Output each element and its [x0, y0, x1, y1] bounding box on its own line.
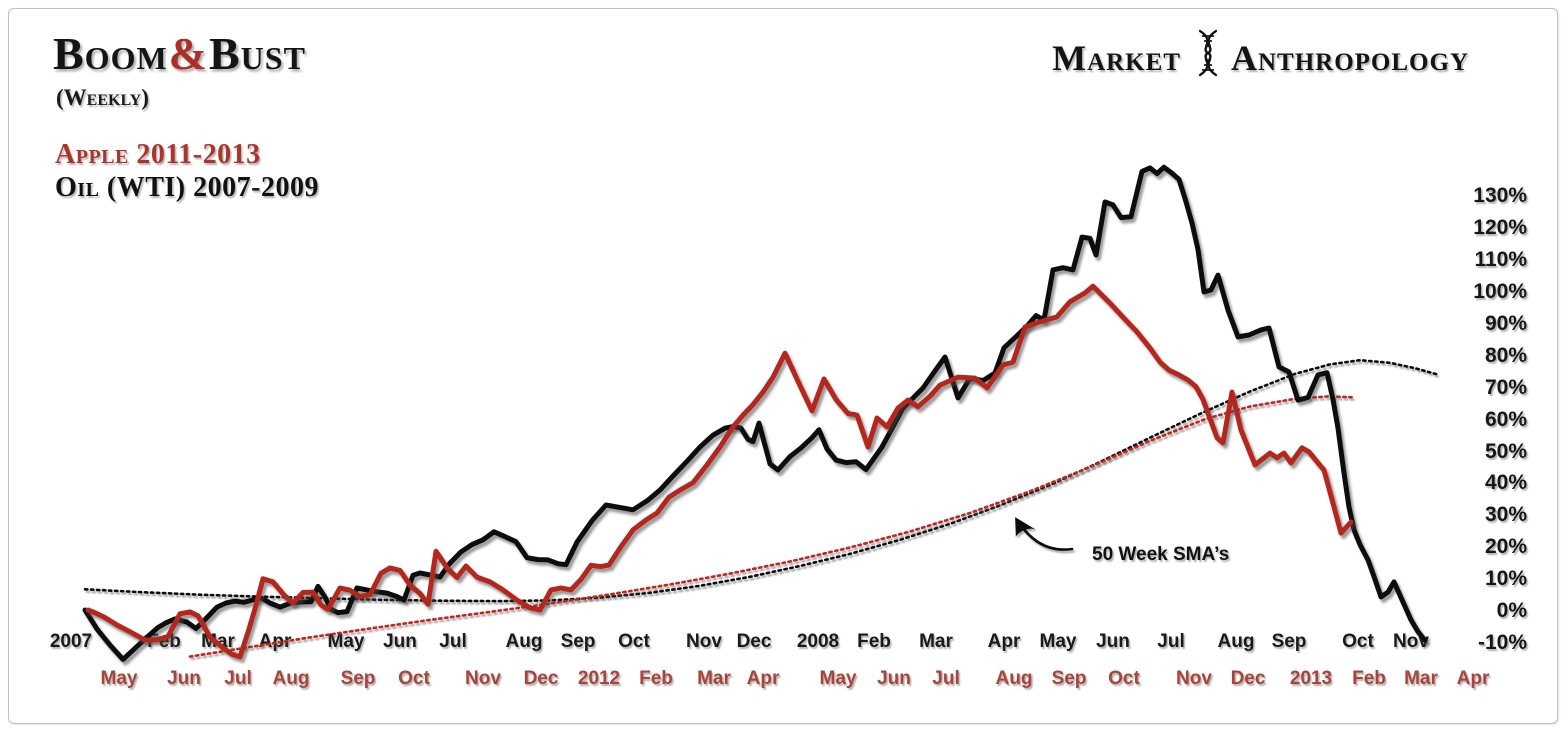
- x-axis-label-oil: Nov: [686, 631, 722, 652]
- logo-word-anthropology: Anthropology: [1230, 37, 1469, 78]
- y-axis-label: 130%: [1473, 184, 1527, 208]
- x-axis-label-apple: Dec: [1230, 668, 1266, 689]
- x-axis-label-oil: May: [1039, 631, 1077, 652]
- title-ampersand: &: [168, 28, 208, 79]
- x-axis-label-apple: Oct: [398, 668, 430, 689]
- x-axis-label-apple: Mar: [697, 668, 731, 689]
- x-axis-label-apple: Sep: [340, 668, 376, 689]
- x-axis-label-apple: Aug: [995, 668, 1033, 689]
- x-axis-label-oil: Jun: [1096, 631, 1130, 652]
- y-axis-label: 100%: [1473, 280, 1527, 303]
- y-axis-label: 70%: [1484, 375, 1527, 399]
- logo-word-market: Market: [1052, 37, 1181, 78]
- y-axis-label: -10%: [1477, 630, 1527, 654]
- x-axis-label-oil: Oct: [618, 631, 650, 652]
- sma-annotation-arrow: [1015, 517, 1074, 551]
- y-axis-label: 50%: [1484, 439, 1527, 463]
- x-axis-label-apple: 2013: [1289, 668, 1333, 689]
- x-axis-label-apple: Jul: [224, 668, 252, 689]
- x-axis-label-oil: 2008: [796, 631, 840, 652]
- x-axis-label-oil: 2007: [49, 631, 93, 652]
- y-axis-label: 110%: [1474, 248, 1527, 272]
- x-axis-label-apple: 2012: [577, 668, 621, 689]
- y-axis-label: 120%: [1473, 216, 1527, 240]
- x-axis-label-apple: Feb: [639, 668, 673, 689]
- page-title: Boom&Bust: [53, 27, 306, 80]
- x-axis-label-apple: Oct: [1108, 668, 1140, 689]
- x-axis-label-oil: Jul: [1157, 631, 1185, 652]
- legend-oil-series: Oil (WTI) 2007-2009: [55, 172, 319, 203]
- x-axis-label-oil: Aug: [1217, 631, 1255, 652]
- x-axis-label-apple: Jun: [877, 668, 911, 689]
- y-axis-label: 90%: [1484, 311, 1527, 335]
- x-axis-label-oil: Feb: [857, 631, 891, 652]
- x-axis-label-oil: Jun: [383, 631, 417, 652]
- x-axis-label-apple: Apr: [1456, 668, 1490, 689]
- x-axis-label-apple: Aug: [272, 668, 310, 689]
- series-line-apple: [85, 283, 1354, 660]
- x-axis-label-apple: Mar: [1404, 668, 1438, 689]
- series-line-oil-sma: [83, 358, 1440, 603]
- dna-helix-icon: [1195, 29, 1221, 86]
- x-axis-label-apple: Nov: [1176, 668, 1212, 689]
- x-axis-label-oil: Dec: [736, 631, 772, 652]
- x-axis-label-oil: Apr: [987, 631, 1021, 652]
- x-axis-label-apple: Feb: [1352, 668, 1386, 689]
- x-axis-label-oil: Sep: [1271, 631, 1307, 652]
- x-axis-label-apple: May: [819, 668, 857, 689]
- y-axis-label: 30%: [1484, 503, 1527, 527]
- x-axis-label-oil: Sep: [560, 631, 596, 652]
- chart-frame: Boom&Bust (Weekly) Apple 2011-2013 Oil (…: [8, 8, 1558, 724]
- x-axis-label-oil: May: [327, 631, 365, 652]
- sma-annotation-label: 50 Week SMA’s: [1092, 544, 1230, 565]
- x-axis-label-apple: May: [100, 668, 138, 689]
- y-axis-label: 40%: [1484, 471, 1527, 495]
- x-axis-label-apple: Jul: [932, 668, 960, 689]
- y-axis-label: 10%: [1484, 567, 1527, 591]
- x-axis-label-apple: Sep: [1051, 668, 1087, 689]
- x-axis-label-oil: Mar: [919, 631, 953, 652]
- title-word-boom: Boom: [53, 28, 168, 79]
- title-word-bust: Bust: [209, 28, 306, 79]
- y-axis-label: 20%: [1484, 535, 1527, 559]
- x-axis-label-apple: Dec: [523, 668, 559, 689]
- legend-apple-series: Apple 2011-2013: [55, 139, 261, 170]
- x-axis-label-oil: Oct: [1342, 631, 1374, 652]
- x-axis-label-apple: Nov: [465, 668, 501, 689]
- x-axis-label-oil: Feb: [147, 631, 181, 652]
- series-line-oil-wti: [82, 164, 1428, 662]
- page-subtitle: (Weekly): [56, 85, 149, 110]
- x-axis-label-oil: Jul: [439, 631, 467, 652]
- market-anthropology-logo: Market Anthropology: [1052, 29, 1469, 86]
- x-axis-label-apple: Jun: [167, 668, 201, 689]
- x-axis-label-oil: Aug: [505, 631, 543, 652]
- y-axis-label: 60%: [1484, 407, 1527, 431]
- y-axis-label: 80%: [1484, 343, 1527, 367]
- y-axis-label: 0%: [1496, 599, 1527, 622]
- x-axis-label-oil: Apr: [258, 631, 292, 652]
- x-axis-label-apple: Apr: [746, 668, 780, 689]
- series-line-apple-sma: [188, 395, 1357, 658]
